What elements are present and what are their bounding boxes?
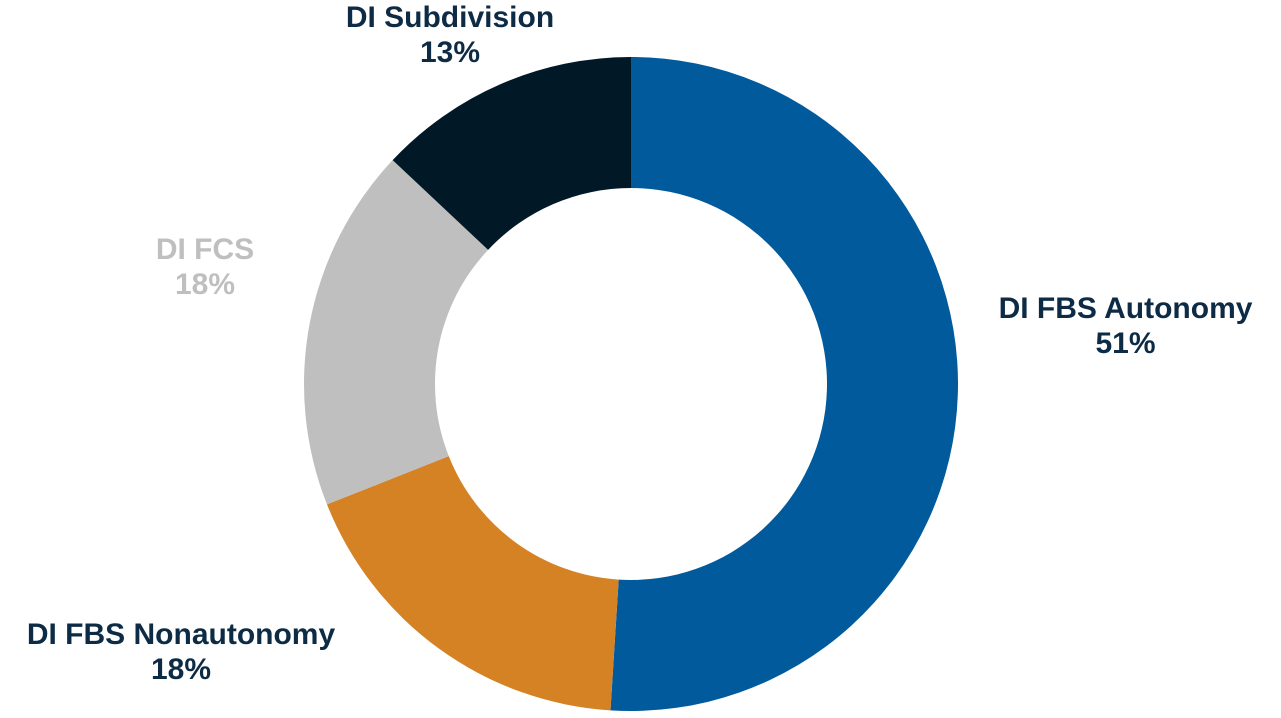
donut-slice-di-fbs-autonomy [610, 57, 958, 711]
donut-slice-di-fbs-nonautonomy [326, 456, 619, 711]
slice-percent: 18% [150, 653, 212, 686]
slice-name: DI Subdivision [345, 1, 555, 34]
slice-name: DI FBS Autonomy [998, 292, 1253, 325]
slice-label-di-fbs-nonautonomy: DI FBS Nonautonomy 18% [0, 617, 362, 687]
slice-label-di-fcs: DI FCS 18% [100, 232, 310, 302]
slice-label-di-fbs-autonomy: DI FBS Autonomy 51% [970, 291, 1281, 361]
slice-percent: 18% [174, 268, 236, 301]
slice-percent: 13% [419, 36, 481, 69]
slice-label-di-subdivision: DI Subdivision 13% [270, 0, 630, 70]
slice-name: DI FBS Nonautonomy [26, 618, 336, 651]
slice-name: DI FCS [155, 233, 255, 266]
donut-slice-di-subdivision [392, 57, 631, 250]
slice-percent: 51% [1095, 327, 1156, 360]
donut-slice-di-fcs [304, 160, 489, 505]
